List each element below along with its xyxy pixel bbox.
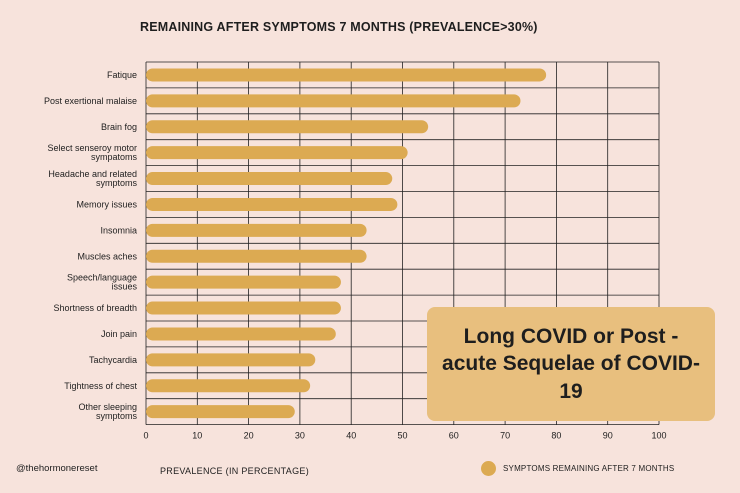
category-label: Insomnia: [100, 225, 137, 235]
x-tick-label: 100: [651, 431, 666, 441]
category-label: Muscles aches: [77, 251, 137, 261]
bar: [146, 197, 398, 211]
bar: [146, 223, 367, 237]
author-handle: @thehormonereset: [16, 463, 98, 474]
callout-box: Long COVID or Post - acute Sequelae of C…: [427, 307, 715, 421]
category-labels: Fatique Post exertional malaise Brain fog S…: [44, 70, 138, 421]
bar: [146, 172, 393, 186]
bars: [146, 68, 547, 419]
category-label: Memory issues: [76, 199, 137, 209]
category-label: Select senseroy motor sympatoms: [47, 143, 137, 162]
category-label: Shortness of breadth: [53, 303, 137, 313]
x-axis-label: PREVALENCE (IN PERCENTAGE): [160, 466, 309, 476]
bar: [146, 275, 341, 289]
bar: [146, 120, 429, 134]
legend-label: SYMPTOMS REMAINING AFTER 7 MONTHS: [503, 464, 675, 473]
category-label: Brain fog: [101, 122, 137, 132]
bar: [146, 249, 367, 263]
x-tick-label: 10: [192, 431, 202, 441]
x-tick-label: 70: [500, 431, 510, 441]
x-tick-labels: 0 10 20 30 40 50 60 70 80 90 100: [143, 431, 666, 441]
bar: [146, 379, 311, 393]
x-tick-label: 60: [449, 431, 459, 441]
bar: [146, 353, 316, 367]
bar: [146, 68, 547, 82]
x-tick-label: 0: [143, 431, 148, 441]
bar: [146, 327, 336, 341]
category-label: Join pain: [101, 329, 137, 339]
bar: [146, 301, 341, 315]
category-label: Tightness of chest: [64, 381, 137, 391]
x-tick-label: 40: [346, 431, 356, 441]
x-tick-label: 20: [244, 431, 254, 441]
category-label: Other sleeping symptoms: [78, 402, 137, 421]
callout-text: Long COVID or Post - acute Sequelae of C…: [442, 325, 700, 403]
category-label: Tachycardia: [89, 355, 137, 365]
bar: [146, 94, 521, 108]
category-label: Speech/language issues: [67, 273, 138, 292]
chart-title: REMAINING AFTER SYMPTOMS 7 MONTHS (PREVA…: [140, 20, 538, 34]
category-label: Post exertional malaise: [44, 96, 137, 106]
category-label: Headache and related symptoms: [48, 169, 137, 188]
x-tick-label: 50: [397, 431, 407, 441]
bar: [146, 146, 408, 160]
x-tick-label: 30: [295, 431, 305, 441]
category-label: Fatique: [107, 70, 137, 80]
legend: SYMPTOMS REMAINING AFTER 7 MONTHS: [481, 461, 674, 476]
bar: [146, 405, 295, 419]
x-tick-label: 80: [551, 431, 561, 441]
x-tick-label: 90: [603, 431, 613, 441]
legend-swatch-icon: [481, 461, 496, 476]
